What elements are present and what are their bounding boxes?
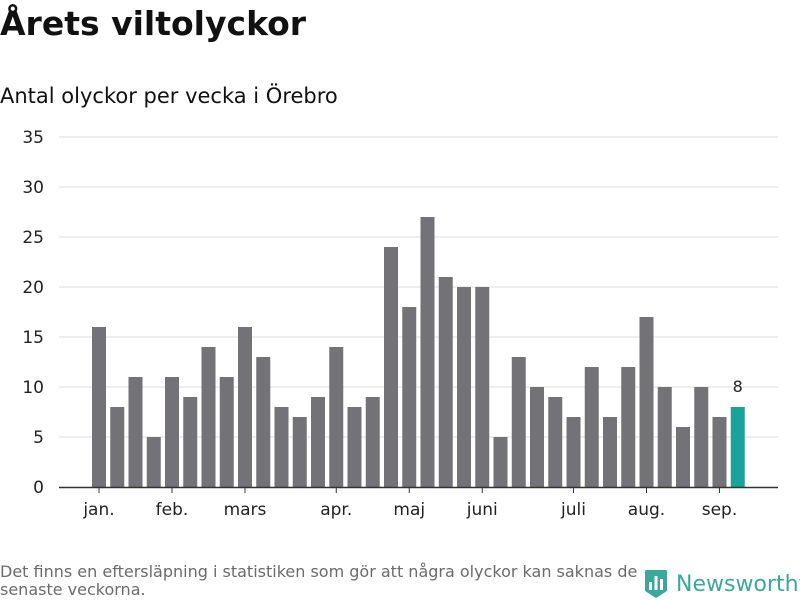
bar <box>712 417 727 487</box>
bar <box>402 307 417 487</box>
x-tick-label: juli <box>560 500 586 520</box>
x-tick-label: sep. <box>702 500 738 520</box>
bar <box>566 417 581 487</box>
bar <box>183 397 198 487</box>
x-tick-label: apr. <box>320 500 352 520</box>
bar <box>110 407 125 487</box>
bar <box>621 367 636 487</box>
newsworthy-logo-icon <box>645 570 667 598</box>
bar <box>603 417 617 487</box>
y-tick-label: 15 <box>22 328 44 348</box>
y-tick-label: 20 <box>22 278 44 298</box>
bar <box>238 327 252 487</box>
bar-highlighted <box>730 407 745 487</box>
chart-title: Årets viltolyckor <box>0 4 307 43</box>
data-label: 8 <box>733 377 743 396</box>
bar <box>548 397 563 487</box>
bar-chart: 0 5 10 15 20 25 30 35 jan. feb. mars apr. maj juni ju… <box>22 128 778 520</box>
bar <box>165 377 179 487</box>
bar <box>311 397 325 487</box>
y-tick-label: 25 <box>22 228 44 248</box>
bar <box>438 277 453 487</box>
x-axis: jan. feb. mars apr. maj juni juli aug. sep. <box>59 486 778 520</box>
brand-logo: Newsworthy <box>644 569 800 599</box>
bar <box>274 407 289 487</box>
brand-name: Newsworthy <box>676 571 800 597</box>
bar <box>219 377 234 487</box>
bar <box>657 387 672 487</box>
x-tick-label: juni <box>466 500 498 520</box>
bars <box>92 217 745 487</box>
bar <box>511 357 526 487</box>
bar <box>92 327 106 487</box>
bar <box>146 437 161 487</box>
x-tick-label: maj <box>393 500 425 520</box>
bar <box>639 317 654 487</box>
bar <box>493 437 508 487</box>
bar <box>584 367 599 487</box>
y-tick-label: 5 <box>33 428 44 448</box>
chart-subtitle: Antal olyckor per vecka i Örebro <box>0 84 338 108</box>
bar <box>694 387 709 487</box>
bar <box>292 417 307 487</box>
bar <box>676 427 690 487</box>
y-axis-tick-labels: 0 5 10 15 20 25 30 35 <box>22 128 44 498</box>
y-tick-label: 0 <box>33 478 44 498</box>
bar <box>530 387 544 487</box>
x-tick-label: mars <box>224 500 267 520</box>
bar <box>347 407 362 487</box>
bar <box>365 397 380 487</box>
bar <box>256 357 271 487</box>
data-labels: 8 <box>733 377 743 396</box>
bar <box>201 347 216 487</box>
y-tick-label: 30 <box>22 178 44 198</box>
bar <box>128 377 143 487</box>
bar <box>384 247 398 487</box>
bar <box>420 217 435 487</box>
bar <box>329 347 344 487</box>
x-tick-label: jan. <box>82 500 114 520</box>
y-tick-label: 10 <box>22 378 44 398</box>
x-tick-label: aug. <box>628 500 665 520</box>
x-tick-label: feb. <box>156 500 189 520</box>
bar <box>475 287 490 487</box>
footer-note: Det finns en eftersläpning i statistiken… <box>0 562 638 599</box>
y-tick-label: 35 <box>22 128 44 148</box>
bar <box>457 287 471 487</box>
